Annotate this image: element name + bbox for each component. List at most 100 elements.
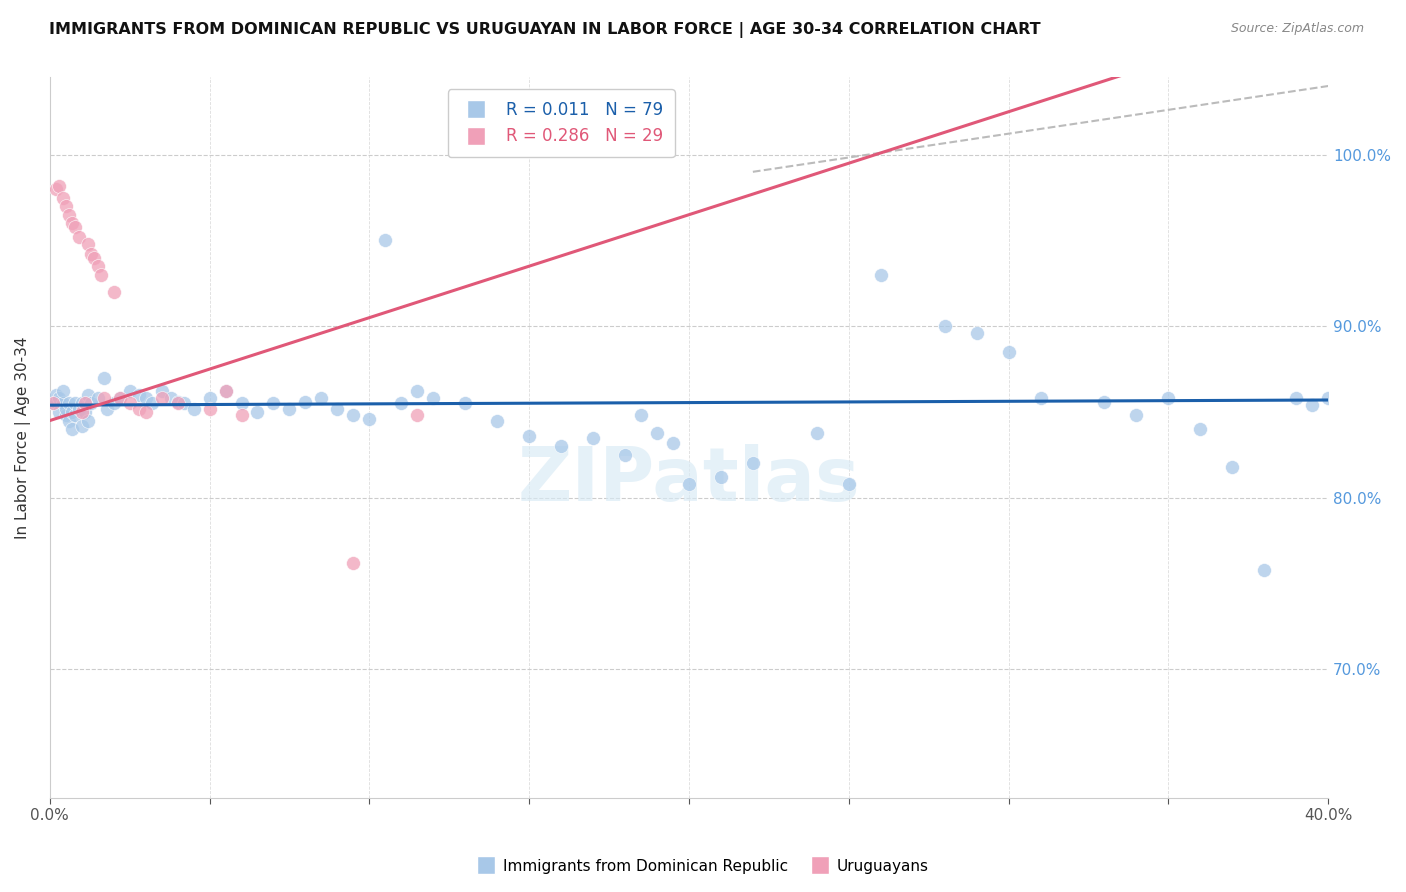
Point xyxy=(183,401,205,416)
Point xyxy=(141,396,163,410)
Point xyxy=(422,392,444,406)
Point xyxy=(45,394,67,409)
Point xyxy=(73,405,96,419)
Point xyxy=(86,392,108,406)
Point xyxy=(58,208,80,222)
Point xyxy=(173,396,195,410)
Point xyxy=(48,405,70,419)
Point xyxy=(214,384,236,399)
Point xyxy=(65,409,87,423)
Point xyxy=(45,182,67,196)
Point xyxy=(1253,563,1275,577)
Point xyxy=(73,396,96,410)
Point xyxy=(359,412,381,426)
Point xyxy=(103,396,125,410)
Point xyxy=(48,392,70,406)
Point xyxy=(128,388,150,402)
Legend: R = 0.011   N = 79, R = 0.286   N = 29: R = 0.011 N = 79, R = 0.286 N = 29 xyxy=(447,89,675,157)
Point xyxy=(42,396,65,410)
Point xyxy=(150,384,173,399)
Point xyxy=(614,448,637,462)
Point xyxy=(48,178,70,193)
Point xyxy=(1125,409,1147,423)
Point xyxy=(77,236,100,251)
Point xyxy=(869,268,891,282)
Y-axis label: In Labor Force | Age 30-34: In Labor Force | Age 30-34 xyxy=(15,336,31,539)
Point xyxy=(51,190,73,204)
Point xyxy=(326,401,349,416)
Point xyxy=(55,409,77,423)
Point xyxy=(231,396,253,410)
Point xyxy=(630,409,652,423)
Point xyxy=(1301,398,1323,412)
Point xyxy=(51,396,73,410)
Point xyxy=(389,396,412,410)
Point xyxy=(166,396,188,410)
Text: Source: ZipAtlas.com: Source: ZipAtlas.com xyxy=(1230,22,1364,36)
Point xyxy=(128,401,150,416)
Point xyxy=(70,418,93,433)
Point xyxy=(70,405,93,419)
Point xyxy=(550,439,572,453)
Point xyxy=(135,392,157,406)
Point xyxy=(45,388,67,402)
Point xyxy=(55,401,77,416)
Point xyxy=(60,422,83,436)
Point xyxy=(108,392,131,406)
Point xyxy=(710,470,733,484)
Point xyxy=(60,405,83,419)
Point xyxy=(108,392,131,406)
Point xyxy=(83,251,105,265)
Point xyxy=(1285,392,1308,406)
Point xyxy=(65,396,87,410)
Point xyxy=(662,436,685,450)
Point xyxy=(96,401,118,416)
Point xyxy=(486,414,509,428)
Point xyxy=(135,405,157,419)
Point xyxy=(214,384,236,399)
Point xyxy=(934,319,956,334)
Point xyxy=(311,392,333,406)
Point xyxy=(1317,392,1340,406)
Point xyxy=(77,388,100,402)
Point xyxy=(65,219,87,234)
Legend: Immigrants from Dominican Republic, Uruguayans: Immigrants from Dominican Republic, Urug… xyxy=(471,853,935,880)
Point xyxy=(294,394,316,409)
Point xyxy=(198,392,221,406)
Text: ZIPatlas: ZIPatlas xyxy=(517,444,860,517)
Point xyxy=(55,199,77,213)
Point xyxy=(51,384,73,399)
Point xyxy=(342,556,364,570)
Point xyxy=(67,401,90,416)
Point xyxy=(645,425,668,440)
Point xyxy=(93,370,115,384)
Point xyxy=(118,396,141,410)
Point xyxy=(406,384,429,399)
Point xyxy=(374,234,396,248)
Point xyxy=(103,285,125,299)
Point xyxy=(966,326,988,340)
Point xyxy=(150,392,173,406)
Point xyxy=(741,457,763,471)
Point xyxy=(42,396,65,410)
Point xyxy=(582,431,605,445)
Point xyxy=(406,409,429,423)
Point xyxy=(93,392,115,406)
Text: IMMIGRANTS FROM DOMINICAN REPUBLIC VS URUGUAYAN IN LABOR FORCE | AGE 30-34 CORRE: IMMIGRANTS FROM DOMINICAN REPUBLIC VS UR… xyxy=(49,22,1040,38)
Point xyxy=(1220,459,1243,474)
Point xyxy=(70,396,93,410)
Point xyxy=(678,477,700,491)
Point xyxy=(67,230,90,244)
Point xyxy=(86,259,108,273)
Point xyxy=(1029,392,1052,406)
Point xyxy=(58,414,80,428)
Point xyxy=(166,394,188,409)
Point xyxy=(1094,394,1116,409)
Point xyxy=(80,396,103,410)
Point xyxy=(80,247,103,261)
Point xyxy=(997,345,1019,359)
Point xyxy=(231,409,253,423)
Point xyxy=(342,409,364,423)
Point xyxy=(263,396,285,410)
Point xyxy=(517,429,540,443)
